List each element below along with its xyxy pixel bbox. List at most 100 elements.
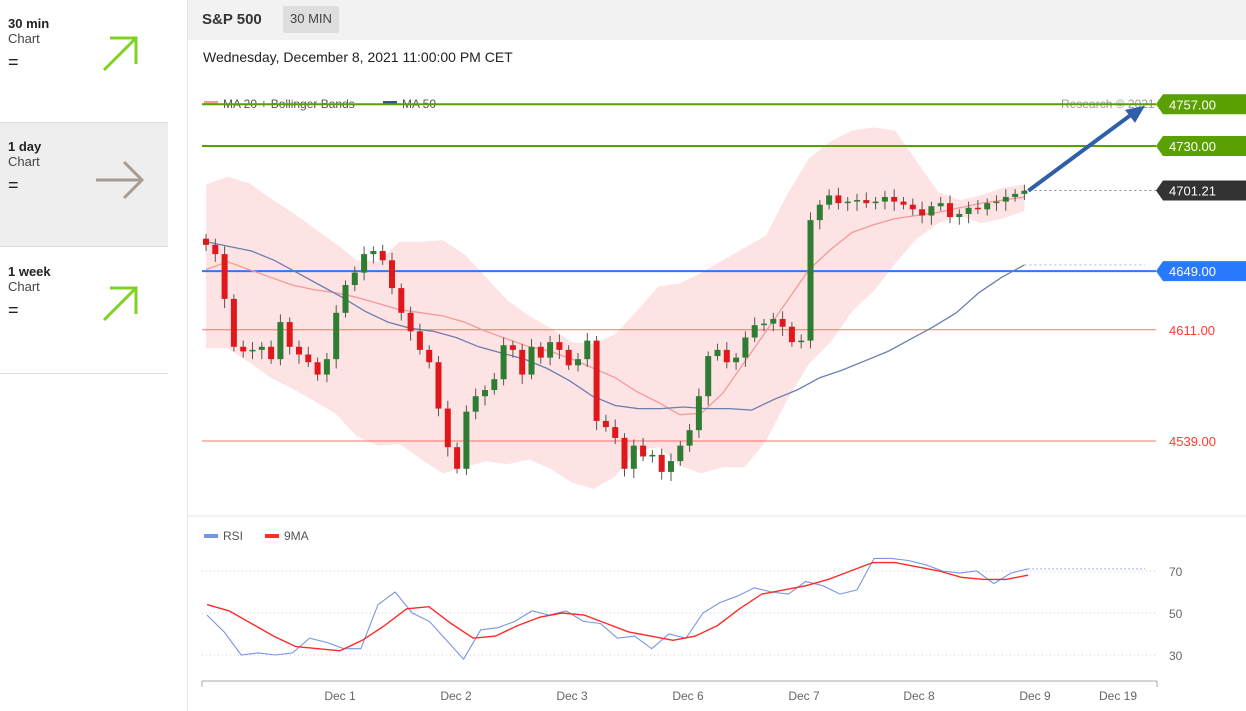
x-tick-label: Dec 8 [903,689,935,703]
level-tag-1 [1156,136,1246,156]
candle-body [351,272,358,286]
candle-body [463,411,470,469]
sidebar-item-sign: = [8,52,19,72]
x-tick-label: Dec 9 [1019,689,1051,703]
arrow-up-right-icon [102,286,138,322]
rsi-tick-label: 30 [1169,649,1183,663]
candle-body [426,349,433,363]
candle-body [640,445,647,457]
candle-body [454,447,461,469]
ma50-line [205,241,1025,411]
candle-body [268,346,275,360]
candle-body [658,454,665,472]
candle-body [500,345,507,380]
sidebar-item-label: 30 min [8,16,50,31]
ma20-line [205,196,1025,416]
sidebar-item-sub: Chart [8,154,40,169]
candle-body [723,349,730,363]
candle-body [788,326,795,343]
candle-body [807,220,814,341]
rsi-tick-label: 50 [1169,607,1183,621]
forecast-arrow-line [1027,110,1137,193]
x-tick-label: Dec 6 [672,689,704,703]
candle-body [947,203,953,218]
candle-body [565,349,572,366]
candle-body [258,346,265,350]
candle-body [798,340,805,343]
candle-body [277,322,284,360]
chart-datetime: Wednesday, December 8, 2021 11:00:00 PM … [203,49,513,65]
sidebar-item-sign: = [8,300,19,320]
candle-body [370,251,377,255]
candle-body [342,285,349,313]
candle-body [528,346,535,375]
level-label-5: 4539.00 [1169,434,1216,449]
level-tag-0 [1156,94,1246,115]
candle-body [677,445,684,462]
candle-body [668,461,674,472]
candle-body [547,342,554,358]
candle-body [203,238,209,245]
candle-body [305,354,312,363]
candle-body [686,430,693,446]
candle-body [928,206,935,216]
legend-swatch-ma20 [204,101,218,105]
candle-body [872,201,879,204]
level-tag-2 [1156,180,1246,201]
candle-body [965,207,972,214]
candle-body [537,346,544,358]
legend-label-rsi: RSI [223,529,243,543]
candle-body [733,357,740,363]
sidebar-item-1week[interactable]: 1 week Chart = [0,248,168,373]
x-tick-label: Dec 7 [788,689,820,703]
sidebar-item-sub: Chart [8,31,40,46]
candle-body [761,323,767,326]
level-tag-label-2: 4701.21 [1169,183,1216,198]
timeframe-badge[interactable]: 30 MIN [283,6,339,33]
legend-swatch-9ma [265,534,279,538]
candle-body [854,200,860,202]
candle-body [742,337,749,358]
symbol-title: S&P 500 [202,11,262,28]
candle-body [519,349,526,375]
candle-body [956,213,963,218]
rsi-series-1 [206,561,1029,652]
candle-body [389,260,395,289]
arrow-up-right-icon [102,36,138,72]
candle-body [612,427,619,438]
candle-body [1021,190,1028,194]
candle-body [891,196,898,202]
candle-body [909,204,916,210]
sidebar-item-sign: = [8,175,19,195]
x-tick-label: Dec 19 [1099,689,1137,703]
level-tag-label-3: 4649.00 [1169,264,1216,279]
sidebar-item-label: 1 week [8,264,51,279]
candle-body [416,331,423,350]
candle-body [751,325,758,338]
candle-body [584,340,591,360]
sidebar-item-30min[interactable]: 30 min Chart = [0,0,168,125]
candle-body [575,359,581,366]
sidebar-item-1day[interactable]: 1 day Chart = [0,122,168,247]
candle-body [621,437,628,469]
sidebar-item-sub: Chart [8,279,40,294]
candle-body [695,396,702,431]
candle-body [937,203,944,207]
candle-body [407,312,414,332]
candle-body [379,251,386,261]
level-label-4: 4611.00 [1169,323,1215,338]
candle-body [472,396,479,412]
x-tick-label: Dec 1 [324,689,356,703]
candle-body [826,195,833,205]
chart-panel: S&P 500 30 MIN Wednesday, December 8, 20… [187,0,1246,711]
candle-body [398,288,405,313]
rsi-series-0 [206,557,1029,661]
candle-body [1002,196,1009,202]
candle-body [779,318,786,327]
candle-body [649,454,656,457]
candle-body [881,196,888,202]
candle-body [863,200,870,204]
x-tick-label: Dec 2 [440,689,472,703]
legend-swatch-rsi [204,534,218,538]
candle-body [919,209,926,216]
